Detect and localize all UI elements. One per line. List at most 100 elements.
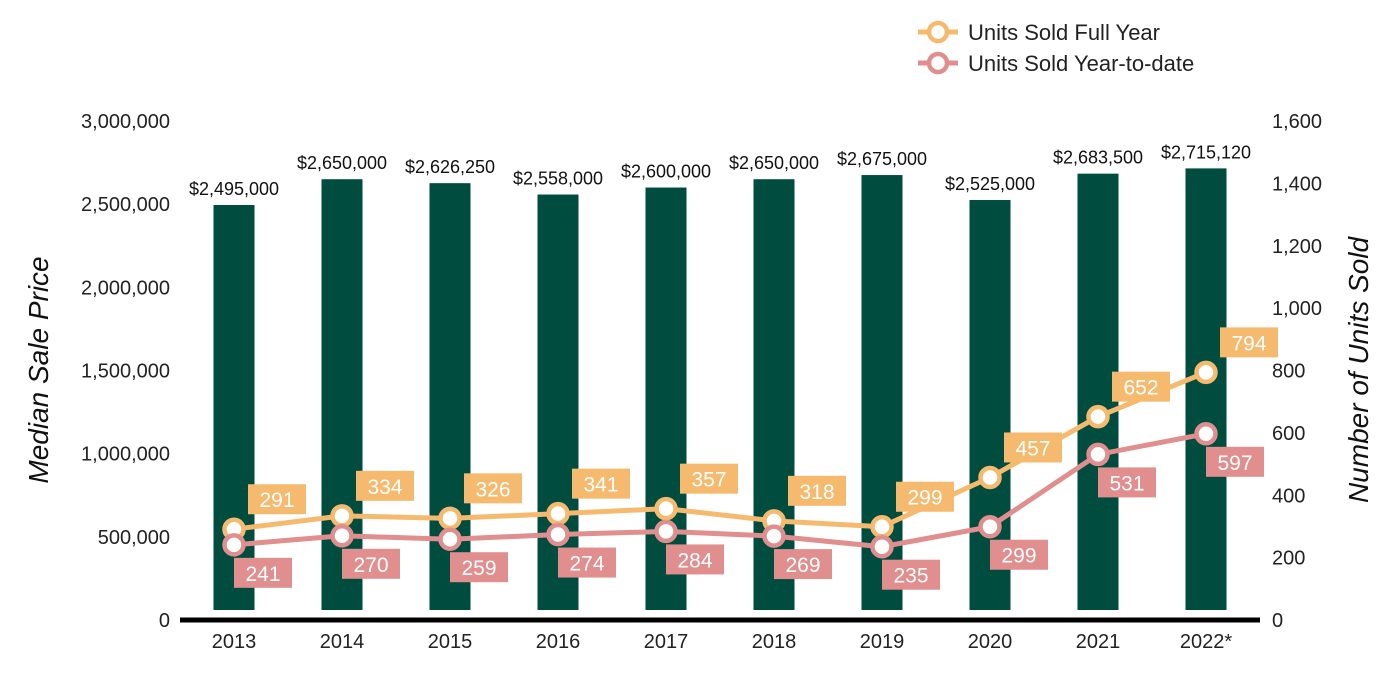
bar-label-2018: $2,650,000: [729, 153, 819, 173]
point-label-box-units-sold-full-year: [248, 484, 306, 515]
x-tick-label: 2021: [1076, 631, 1121, 653]
bar-label-2019: $2,675,000: [837, 149, 927, 169]
point-marker-units-sold-full-year: [978, 465, 1002, 490]
point-marker-units-sold-year-to-date: [870, 534, 894, 559]
point-label-box-units-sold-full-year: [896, 481, 954, 512]
bar-label-2014: $2,650,000: [297, 153, 387, 173]
point-label-units-sold-full-year: 357: [691, 469, 726, 492]
point-label-box-units-sold-year-to-date: [1206, 446, 1264, 477]
point-marker-units-sold-full-year: [546, 501, 570, 526]
x-axis-ticks: 2013 2014 2015 2016 2017 2018 2019 2020 2021 2022…: [212, 631, 1233, 653]
left-axis-title: Median Sale Price: [23, 256, 54, 483]
point-label-units-sold-full-year: 291: [259, 489, 294, 512]
point-label-box-units-sold-year-to-date: [774, 549, 832, 580]
bar-label-2022*: $2,715,120: [1161, 142, 1251, 162]
point-marker-units-sold-year-to-date: [1194, 422, 1218, 446]
point-marker-units-sold-full-year: [1194, 360, 1218, 385]
bar-label-2021: $2,683,500: [1053, 148, 1143, 168]
series-line-units-sold-year-to-date: [233, 431, 1207, 550]
right-tick-label: 1,000: [1272, 298, 1322, 320]
legend: Units Sold Full Year Units Sold Year-to-…: [918, 20, 1194, 76]
point-label-box-units-sold-full-year: [680, 463, 738, 494]
point-label-units-sold-year-to-date: 284: [677, 549, 712, 572]
left-axis-ticks: 0 500,000 1,000,000 1,500,000 2,000,000 2,500…: [81, 111, 170, 632]
bar-label-2016: $2,558,000: [513, 169, 603, 189]
point-label-box-units-sold-full-year: [1004, 432, 1062, 463]
legend-label-year-to-date: Units Sold Year-to-date: [968, 51, 1194, 76]
right-tick-label: 1,200: [1272, 236, 1322, 258]
legend-swatch-marker-year-to-date: [926, 51, 950, 75]
legend-entry-full-year: Units Sold Full Year: [918, 20, 1160, 45]
point-label-units-sold-year-to-date: 531: [1109, 472, 1144, 495]
legend-swatch-marker-full-year: [926, 20, 950, 44]
bar-label-2015: $2,626,250: [405, 157, 495, 177]
point-label-units-sold-full-year: 334: [367, 476, 402, 499]
left-tick-label: 1,500,000: [81, 361, 170, 383]
lines-layer: 291 334 326 341 357 318 299 457 652 794 241 270 259 2…: [222, 327, 1278, 590]
point-label-units-sold-year-to-date: 235: [893, 565, 928, 588]
point-marker-units-sold-full-year: [870, 514, 894, 539]
point-marker-units-sold-year-to-date: [546, 522, 570, 547]
point-label-units-sold-full-year: 326: [475, 478, 510, 501]
bar-label-2013: $2,495,000: [189, 179, 279, 199]
point-label-box-units-sold-year-to-date: [558, 547, 616, 578]
left-tick-label: 3,000,000: [81, 111, 170, 133]
point-label-box-units-sold-year-to-date: [990, 539, 1048, 570]
point-label-box-units-sold-full-year: [1112, 371, 1170, 402]
point-label-units-sold-year-to-date: 597: [1217, 452, 1252, 475]
point-marker-units-sold-year-to-date: [438, 527, 462, 551]
x-tick-label: 2014: [320, 631, 365, 653]
x-tick-label: 2016: [536, 631, 581, 653]
point-marker-units-sold-year-to-date: [330, 524, 354, 548]
x-tick-label: 2020: [968, 631, 1013, 653]
point-label-units-sold-full-year: 318: [799, 481, 834, 504]
bar-label-2020: $2,525,000: [945, 174, 1035, 194]
left-tick-label: 2,000,000: [81, 277, 170, 299]
point-label-box-units-sold-full-year: [1220, 327, 1278, 358]
left-tick-label: 1,000,000: [81, 444, 170, 466]
point-marker-units-sold-year-to-date: [654, 519, 678, 544]
bars-layer: [213, 168, 1227, 611]
point-label-box-units-sold-full-year: [464, 473, 522, 504]
legend-entry-year-to-date: Units Sold Year-to-date: [918, 51, 1194, 76]
point-marker-units-sold-full-year: [1086, 404, 1110, 429]
point-label-box-units-sold-year-to-date: [342, 548, 400, 579]
left-tick-label: 500,000: [98, 527, 170, 549]
point-label-box-units-sold-year-to-date: [1098, 467, 1156, 498]
point-marker-units-sold-year-to-date: [762, 524, 786, 548]
point-label-units-sold-year-to-date: 259: [461, 557, 496, 580]
right-tick-label: 0: [1272, 610, 1283, 632]
point-label-box-units-sold-year-to-date: [234, 557, 292, 588]
point-label-box-units-sold-year-to-date: [882, 559, 940, 590]
x-tick-label: 2022*: [1180, 631, 1232, 653]
right-tick-label: 1,600: [1272, 111, 1322, 133]
right-tick-label: 600: [1272, 423, 1305, 445]
right-axis-title: Number of Units Sold: [1343, 236, 1374, 504]
point-marker-units-sold-full-year: [654, 496, 678, 521]
point-marker-units-sold-year-to-date: [222, 533, 246, 557]
point-label-units-sold-year-to-date: 299: [1001, 545, 1036, 568]
point-label-box-units-sold-year-to-date: [450, 552, 508, 583]
point-label-units-sold-full-year: 341: [583, 474, 618, 497]
point-marker-units-sold-year-to-date: [978, 514, 1002, 539]
left-tick-label: 0: [159, 610, 170, 632]
x-tick-label: 2018: [752, 631, 797, 653]
bar-2022*: [1185, 168, 1227, 610]
right-tick-label: 200: [1272, 548, 1305, 570]
left-tick-label: 2,500,000: [81, 194, 170, 216]
point-label-units-sold-year-to-date: 269: [785, 554, 820, 577]
point-label-units-sold-year-to-date: 270: [353, 554, 388, 577]
point-label-box-units-sold-year-to-date: [666, 544, 724, 575]
legend-label-full-year: Units Sold Full Year: [968, 20, 1160, 45]
point-label-box-units-sold-full-year: [788, 475, 846, 506]
right-tick-label: 400: [1272, 485, 1305, 507]
right-axis-ticks: 0 200 400 600 800 1,000 1,200 1,400 1,600: [1272, 111, 1322, 632]
right-tick-label: 800: [1272, 361, 1305, 383]
point-marker-units-sold-full-year: [438, 506, 462, 531]
x-tick-label: 2019: [860, 631, 905, 653]
point-label-units-sold-full-year: 457: [1015, 437, 1050, 460]
point-label-units-sold-year-to-date: 241: [245, 563, 280, 586]
point-label-box-units-sold-full-year: [356, 470, 414, 501]
point-marker-units-sold-year-to-date: [1086, 442, 1110, 467]
point-marker-units-sold-full-year: [330, 504, 354, 528]
